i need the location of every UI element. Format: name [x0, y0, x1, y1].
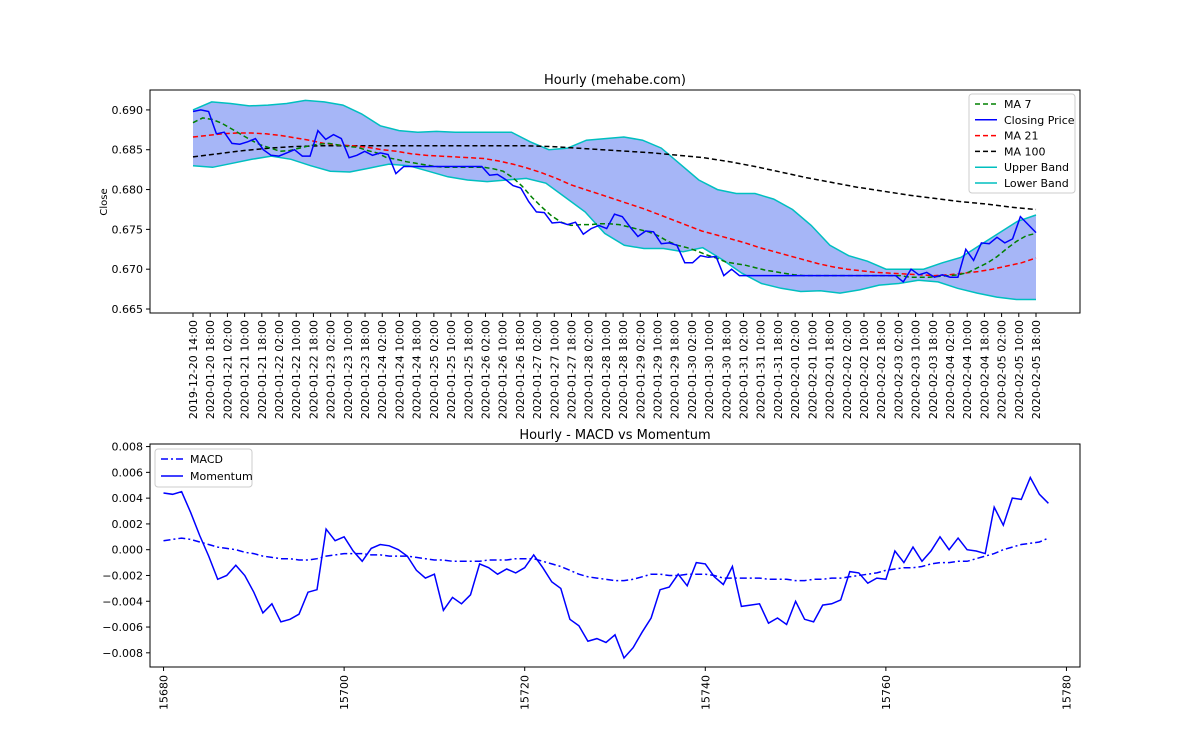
x-tick-label: 2020-01-22 10:00: [290, 320, 303, 419]
x-tick-label: 2020-01-23 10:00: [342, 320, 355, 419]
x-tick-label: 15740: [699, 675, 712, 710]
legend-label-momentum: Momentum: [190, 470, 253, 483]
x-tick-label: 2020-01-30 10:00: [703, 320, 716, 419]
x-tick-label: 2020-01-26 02:00: [480, 320, 493, 419]
x-tick-label: 15720: [519, 675, 532, 710]
bollinger-band-fill: [193, 100, 1036, 300]
x-tick-label: 2020-01-20 18:00: [204, 320, 217, 419]
x-tick-label: 2020-01-30 18:00: [720, 320, 733, 419]
y-tick-label: 0.006: [112, 466, 144, 479]
series-line-upper-band: [192, 99, 1037, 270]
x-tick-label: 2020-01-28 02:00: [583, 320, 596, 419]
x-tick-label: 2020-01-28 10:00: [600, 320, 613, 419]
x-tick-label: 2020-01-24 02:00: [376, 320, 389, 419]
x-tick-label: 15680: [158, 675, 171, 710]
series-line-closing-price: [192, 109, 1037, 284]
x-tick-label: 15780: [1061, 675, 1074, 710]
x-tick-label: 2020-02-03 18:00: [927, 320, 940, 419]
legend-label-ma-7: MA 7: [1004, 98, 1032, 111]
x-tick-label: 2020-02-05 18:00: [1030, 320, 1043, 419]
x-tick-label: 2020-01-23 18:00: [359, 320, 372, 419]
x-tick-label: 2020-02-01 02:00: [789, 320, 802, 419]
legend-label-closing-price: Closing Price: [1004, 114, 1075, 127]
x-tick-label: 2020-02-02 02:00: [841, 320, 854, 419]
macd-chart-title: Hourly - MACD vs Momentum: [519, 428, 710, 443]
price-chart-legend: MA 7 Closing Price MA 21 MA 100 Upper Band Lo…: [968, 93, 1076, 194]
price-chart-frame: [149, 89, 1081, 314]
y-tick-label: 0.008: [112, 441, 144, 454]
series-line-ma-100: [192, 145, 1037, 211]
x-tick-label: 2019-12-20 14:00: [187, 320, 200, 419]
series-line-lower-band: [192, 155, 1036, 301]
x-tick-label: 2020-02-02 10:00: [858, 320, 871, 419]
x-tick-label: 2020-01-31 02:00: [738, 320, 751, 419]
price-chart-ylabel: Close: [99, 188, 110, 215]
x-tick-label: 2020-01-22 18:00: [307, 320, 320, 419]
series-line-momentum: [163, 475, 1049, 660]
x-tick-label: 15760: [880, 675, 893, 710]
x-tick-label: 2020-01-27 10:00: [548, 320, 561, 419]
x-tick-label: 2020-01-21 02:00: [221, 320, 234, 419]
x-tick-label: 2020-01-26 18:00: [514, 320, 527, 419]
y-tick-label: 0.680: [112, 184, 144, 197]
x-tick-label: 2020-01-25 18:00: [462, 320, 475, 419]
x-tick-label: 2020-02-05 10:00: [1013, 320, 1026, 419]
y-tick-label: 0.690: [112, 104, 144, 117]
x-tick-label: 2020-01-28 18:00: [617, 320, 630, 419]
y-tick-label: −0.006: [102, 621, 143, 634]
legend-label-ma-100: MA 100: [1004, 145, 1046, 158]
x-tick-label: 15700: [338, 675, 351, 710]
x-tick-label: 2020-01-26 10:00: [497, 320, 510, 419]
legend-box: [968, 93, 1076, 194]
x-tick-label: 2020-01-29 10:00: [652, 320, 665, 419]
macd-chart-frame: [149, 443, 1081, 668]
y-tick-label: 0.685: [112, 144, 144, 157]
x-tick-label: 2020-01-25 02:00: [428, 320, 441, 419]
x-tick-label: 2020-02-02 18:00: [875, 320, 888, 419]
legend-label-macd: MACD: [190, 453, 223, 466]
x-tick-label: 2020-01-23 02:00: [325, 320, 338, 419]
x-tick-label: 2020-02-03 10:00: [910, 320, 923, 419]
y-tick-label: 0.002: [112, 518, 144, 531]
x-tick-label: 2020-02-04 02:00: [944, 320, 957, 419]
x-tick-label: 2020-02-03 02:00: [892, 320, 905, 419]
x-tick-label: 2020-01-24 18:00: [411, 320, 424, 419]
x-tick-label: 2020-01-22 02:00: [273, 320, 286, 419]
legend-label-lower-band: Lower Band: [1004, 177, 1069, 190]
x-tick-label: 2020-02-04 10:00: [961, 320, 974, 419]
y-tick-label: −0.002: [102, 569, 143, 582]
x-tick-label: 2020-01-31 10:00: [755, 320, 768, 419]
price-chart-title: Hourly (mehabe.com): [544, 73, 686, 88]
legend-label-ma-21: MA 21: [1004, 130, 1039, 143]
x-tick-label: 2020-02-01 10:00: [806, 320, 819, 419]
x-tick-label: 2020-01-21 10:00: [239, 320, 252, 419]
y-tick-label: 0.000: [112, 544, 144, 557]
x-tick-label: 2020-01-25 10:00: [445, 320, 458, 419]
x-tick-label: 2020-02-05 02:00: [996, 320, 1009, 419]
y-tick-label: 0.665: [112, 303, 144, 316]
legend-label-upper-band: Upper Band: [1004, 161, 1069, 174]
macd-chart-legend: MACD Momentum: [154, 448, 253, 488]
y-tick-label: 0.004: [112, 492, 144, 505]
x-tick-label: 2020-02-04 18:00: [978, 320, 991, 419]
series-line-macd: [163, 537, 1049, 582]
x-tick-label: 2020-01-27 18:00: [566, 320, 579, 419]
x-tick-label: 2020-01-24 10:00: [393, 320, 406, 419]
x-tick-label: 2020-01-31 18:00: [772, 320, 785, 419]
x-tick-label: 2020-01-29 02:00: [634, 320, 647, 419]
x-tick-label: 2020-01-30 02:00: [686, 320, 699, 419]
x-tick-label: 2020-02-01 18:00: [824, 320, 837, 419]
y-tick-label: −0.004: [102, 595, 143, 608]
series-line-ma-21: [192, 132, 1037, 277]
y-tick-label: 0.670: [112, 263, 144, 276]
x-tick-label: 2020-01-27 02:00: [531, 320, 544, 419]
price-chart: 0.665 0.670 0.675 0.680 0.685 0.690 2019-12-2…: [99, 73, 1081, 419]
y-tick-label: −0.008: [102, 647, 143, 660]
macd-momentum-chart: −0.008 −0.006 −0.004 −0.002 0.000 0.002 0.004 0…: [102, 428, 1081, 710]
y-tick-label: 0.675: [112, 223, 144, 236]
x-tick-label: 2020-01-29 18:00: [669, 320, 682, 419]
x-tick-label: 2020-01-21 18:00: [256, 320, 269, 419]
